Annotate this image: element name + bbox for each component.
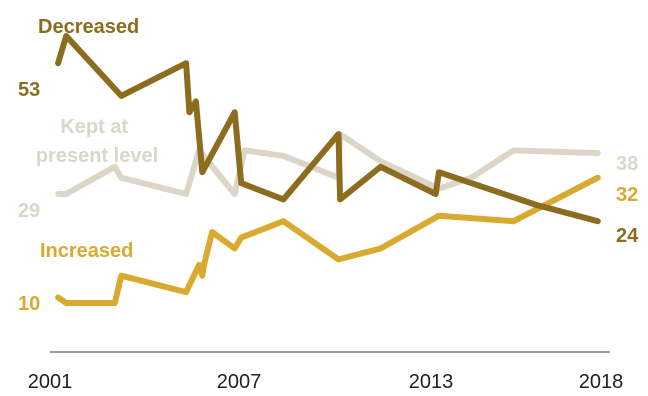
value-label-kept-last: 38 [616, 153, 638, 175]
series-label-kept-at-present-level: Kept at present level [36, 116, 158, 167]
series-label-decreased: Decreased [38, 16, 139, 38]
x-tick-label-2013: 2013 [409, 371, 454, 393]
value-label-increased-last: 32 [616, 184, 638, 206]
value-label-decreased-last: 24 [616, 225, 639, 247]
series-line-decreased [55, 33, 601, 225]
series-label-kept-line-2: present level [36, 145, 158, 167]
value-label-increased-first: 10 [18, 293, 40, 315]
x-tick-label-2007: 2007 [217, 371, 262, 393]
series-line-kept-at-present-level [55, 131, 601, 197]
series-label-kept-line-1: Kept at [60, 116, 128, 138]
value-label-decreased-first: 53 [18, 79, 40, 101]
x-tick-label-2001: 2001 [28, 371, 73, 393]
value-label-kept-first: 29 [18, 200, 40, 222]
series-label-increased: Increased [40, 240, 133, 262]
x-tick-label-2018: 2018 [579, 371, 624, 393]
series-line-increased [55, 174, 601, 306]
